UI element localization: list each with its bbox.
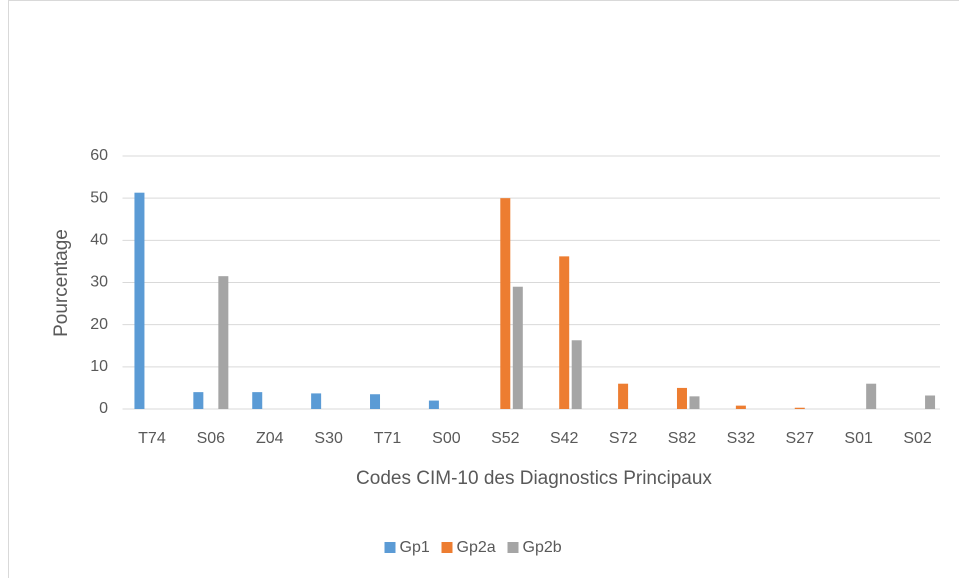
bar (689, 396, 699, 409)
x-tick-label: T74 (138, 430, 166, 447)
x-tick-label: Z04 (256, 430, 284, 447)
bar (618, 384, 628, 409)
x-tick-label: S42 (550, 430, 579, 447)
y-tick-label: 10 (90, 358, 108, 375)
chart-border (9, 1, 959, 579)
y-tick-label: 50 (90, 189, 108, 206)
bar (252, 392, 262, 409)
legend-swatch (442, 542, 453, 553)
legend-label: Gp2b (523, 539, 562, 556)
bar (429, 401, 439, 409)
y-tick-label: 20 (90, 316, 108, 333)
x-tick-label: S00 (432, 430, 461, 447)
legend-swatch (385, 542, 396, 553)
bar (795, 408, 805, 409)
legend-label: Gp1 (400, 539, 430, 556)
x-tick-label: S01 (844, 430, 873, 447)
x-tick-label: S72 (609, 430, 638, 447)
y-tick-label: 30 (90, 274, 108, 291)
y-axis-title: Pourcentage (51, 229, 72, 337)
bar (572, 340, 582, 409)
bar (370, 394, 380, 409)
bar (559, 256, 569, 409)
bar (218, 276, 228, 409)
y-tick-label: 0 (99, 400, 108, 417)
x-tick-label: S30 (314, 430, 343, 447)
bar (736, 406, 746, 409)
bar (677, 388, 687, 409)
x-tick-label: S82 (668, 430, 697, 447)
bar (193, 392, 203, 409)
bar (513, 287, 523, 409)
x-tick-label: S06 (197, 430, 226, 447)
x-tick-label: S02 (903, 430, 932, 447)
x-tick-label: S32 (727, 430, 756, 447)
bar (500, 198, 510, 409)
x-tick-label: S27 (786, 430, 815, 447)
bar (134, 193, 144, 409)
legend-label: Gp2a (457, 539, 496, 556)
y-tick-label: 60 (90, 147, 108, 164)
bar (311, 393, 321, 409)
x-tick-label: T71 (374, 430, 402, 447)
bar (866, 384, 876, 409)
x-axis-title: Codes CIM-10 des Diagnostics Principaux (356, 468, 712, 489)
bar (925, 396, 935, 409)
y-tick-label: 40 (90, 232, 108, 249)
x-tick-label: S52 (491, 430, 520, 447)
legend-swatch (508, 542, 519, 553)
